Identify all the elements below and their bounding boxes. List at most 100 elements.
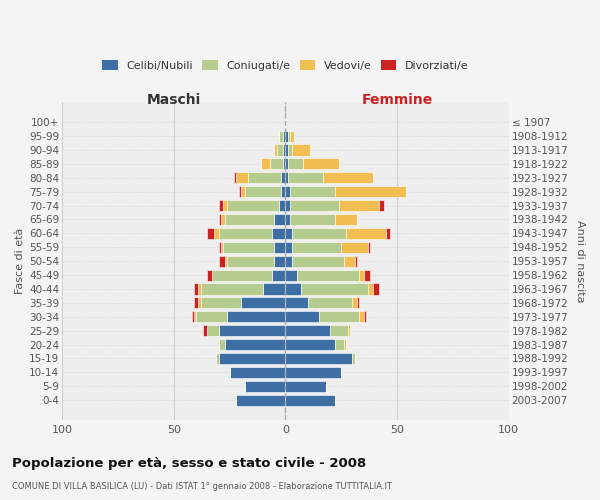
Bar xyxy=(319,311,359,322)
Bar xyxy=(227,200,279,211)
Bar xyxy=(281,186,286,197)
Bar xyxy=(279,130,283,141)
Bar xyxy=(286,130,288,141)
Bar xyxy=(304,158,339,170)
Bar xyxy=(379,200,384,211)
Bar xyxy=(308,298,352,308)
Bar xyxy=(227,256,274,266)
Bar xyxy=(368,284,373,294)
Bar xyxy=(286,186,290,197)
Bar xyxy=(281,172,286,184)
Bar xyxy=(208,228,214,239)
Bar xyxy=(283,130,286,141)
Bar xyxy=(288,172,323,184)
Text: COMUNE DI VILLA BASILICA (LU) - Dati ISTAT 1° gennaio 2008 - Elaborazione TUTTIT: COMUNE DI VILLA BASILICA (LU) - Dati IST… xyxy=(12,482,392,491)
Bar xyxy=(386,228,391,239)
Bar xyxy=(292,256,344,266)
Bar xyxy=(348,325,350,336)
Bar xyxy=(218,200,223,211)
Bar xyxy=(335,186,406,197)
Bar xyxy=(236,394,286,406)
Bar xyxy=(274,144,277,156)
Bar xyxy=(194,298,199,308)
Bar xyxy=(286,311,319,322)
Bar xyxy=(218,339,225,350)
Bar xyxy=(283,158,286,170)
Bar xyxy=(286,214,290,225)
Bar xyxy=(290,214,335,225)
Bar xyxy=(286,242,292,253)
Bar xyxy=(288,144,292,156)
Bar xyxy=(344,256,355,266)
Bar xyxy=(218,242,221,253)
Bar xyxy=(225,339,286,350)
Bar xyxy=(352,298,357,308)
Bar xyxy=(364,270,370,280)
Y-axis label: Fasce di età: Fasce di età xyxy=(15,228,25,294)
Bar xyxy=(288,130,290,141)
Bar xyxy=(236,172,248,184)
Bar xyxy=(194,311,196,322)
Bar xyxy=(286,158,288,170)
Bar xyxy=(323,172,373,184)
Bar xyxy=(245,186,281,197)
Bar xyxy=(208,270,212,280)
Bar xyxy=(359,311,364,322)
Bar xyxy=(227,311,286,322)
Bar xyxy=(200,284,263,294)
Bar xyxy=(292,144,310,156)
Bar xyxy=(194,284,199,294)
Bar xyxy=(364,311,366,322)
Bar xyxy=(346,228,386,239)
Bar xyxy=(200,298,241,308)
Bar xyxy=(239,186,241,197)
Bar xyxy=(270,158,283,170)
Bar xyxy=(230,367,286,378)
Bar xyxy=(274,242,286,253)
Bar xyxy=(373,284,379,294)
Bar xyxy=(272,228,286,239)
Bar xyxy=(286,298,308,308)
Bar xyxy=(245,380,286,392)
Bar xyxy=(335,339,344,350)
Bar xyxy=(241,186,245,197)
Bar xyxy=(248,172,281,184)
Bar xyxy=(225,214,274,225)
Bar xyxy=(223,200,227,211)
Bar xyxy=(292,228,346,239)
Bar xyxy=(199,298,200,308)
Bar xyxy=(263,284,286,294)
Bar xyxy=(192,311,194,322)
Bar xyxy=(225,256,227,266)
Bar xyxy=(301,284,368,294)
Bar xyxy=(286,380,326,392)
Bar xyxy=(286,284,301,294)
Bar xyxy=(218,228,272,239)
Y-axis label: Anni di nascita: Anni di nascita xyxy=(575,220,585,302)
Bar xyxy=(241,298,286,308)
Bar xyxy=(330,325,348,336)
Bar xyxy=(359,270,364,280)
Bar xyxy=(212,270,272,280)
Bar xyxy=(274,214,286,225)
Bar xyxy=(286,367,341,378)
Bar xyxy=(261,158,270,170)
Bar xyxy=(218,256,225,266)
Bar xyxy=(286,270,296,280)
Text: Popolazione per età, sesso e stato civile - 2008: Popolazione per età, sesso e stato civil… xyxy=(12,458,366,470)
Bar xyxy=(274,256,286,266)
Bar xyxy=(286,353,352,364)
Bar xyxy=(279,200,286,211)
Bar xyxy=(199,284,200,294)
Bar xyxy=(234,172,236,184)
Text: Maschi: Maschi xyxy=(147,93,201,107)
Legend: Celibi/Nubili, Coniugati/e, Vedovi/e, Divorziati/e: Celibi/Nubili, Coniugati/e, Vedovi/e, Di… xyxy=(102,60,469,71)
Bar xyxy=(286,325,330,336)
Bar xyxy=(288,158,304,170)
Bar xyxy=(357,298,359,308)
Bar xyxy=(339,200,379,211)
Bar xyxy=(286,339,335,350)
Text: Femmine: Femmine xyxy=(362,93,433,107)
Bar xyxy=(221,214,225,225)
Bar xyxy=(368,242,370,253)
